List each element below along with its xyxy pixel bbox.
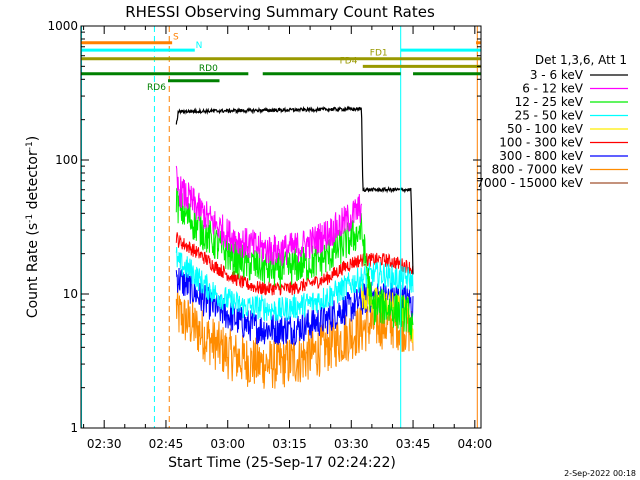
x-tick-label: 03:00 [210,437,245,451]
plot-content: S N FD1 FD4 RD0 RD6 [81,26,481,428]
flag-label-rd0: RD0 [199,64,218,74]
x-tick-label: 03:30 [334,437,369,451]
legend-label: 300 - 800 keV [499,149,583,163]
y-tick-label: 100 [55,153,78,167]
x-tick-label: 03:15 [272,437,307,451]
legend-label: 800 - 7000 keV [492,163,584,177]
y-tick-label: 1000 [47,19,78,33]
flag-label-fd4: FD4 [340,56,358,66]
plot-area: S N FD1 FD4 RD0 RD6 [80,25,482,429]
x-tick-label: 03:45 [396,437,431,451]
x-tick-label: 02:45 [149,437,184,451]
flag-label-fd1: FD1 [370,49,388,59]
series-line-25-50-kev [175,246,414,322]
flag-label-s: S [173,33,179,43]
y-tick-label: 10 [63,287,78,301]
y-axis-label-sup1: -1 [25,214,35,223]
flag-label-n: N [196,41,203,51]
axes: 1 10 100 1000 02:30 02:45 03:00 03:15 03:30 03:45… [47,19,492,451]
y-axis-label-mid: detector [25,150,41,214]
y-axis-label-end: ) [25,136,41,141]
legend-label: 12 - 25 keV [515,95,584,109]
y-tick-label: 1 [70,421,78,435]
timestamp: 2-Sep-2022 00:18 [564,469,636,478]
plot-frame [80,25,482,429]
legend-label: 7000 - 15000 keV [476,176,583,190]
series-line-800-7000-kev [175,286,414,389]
legend-label: 6 - 12 keV [522,82,584,96]
y-axis-label-main: Count Rate (s [25,223,41,318]
x-tick-label: 02:30 [87,437,122,451]
series-line-6-12-kev [175,165,363,266]
flag-label-rd6: RD6 [147,83,166,93]
y-axis-label: Count Rate (s-1 detector-1) [25,136,41,318]
legend-header: Det 1,3,6, Att 1 [535,53,627,67]
x-axis-label: Start Time (25-Sep-17 02:24:22) [168,455,396,471]
series-line-12-25-kev [175,186,414,340]
y-axis-label-sup2: -1 [25,141,35,150]
legend-label: 3 - 6 keV [530,68,584,82]
legend-label: 25 - 50 keV [515,109,584,123]
legend-label: 100 - 300 keV [499,136,583,150]
series-line-100-300-kev [175,232,414,296]
series-line-3-6-kev [175,105,414,275]
x-tick-label: 04:00 [458,437,493,451]
series-line-300-800-kev [175,267,414,347]
legend-label: 50 - 100 keV [507,122,584,136]
chart-title: RHESSI Observing Summary Count Rates [125,3,435,21]
